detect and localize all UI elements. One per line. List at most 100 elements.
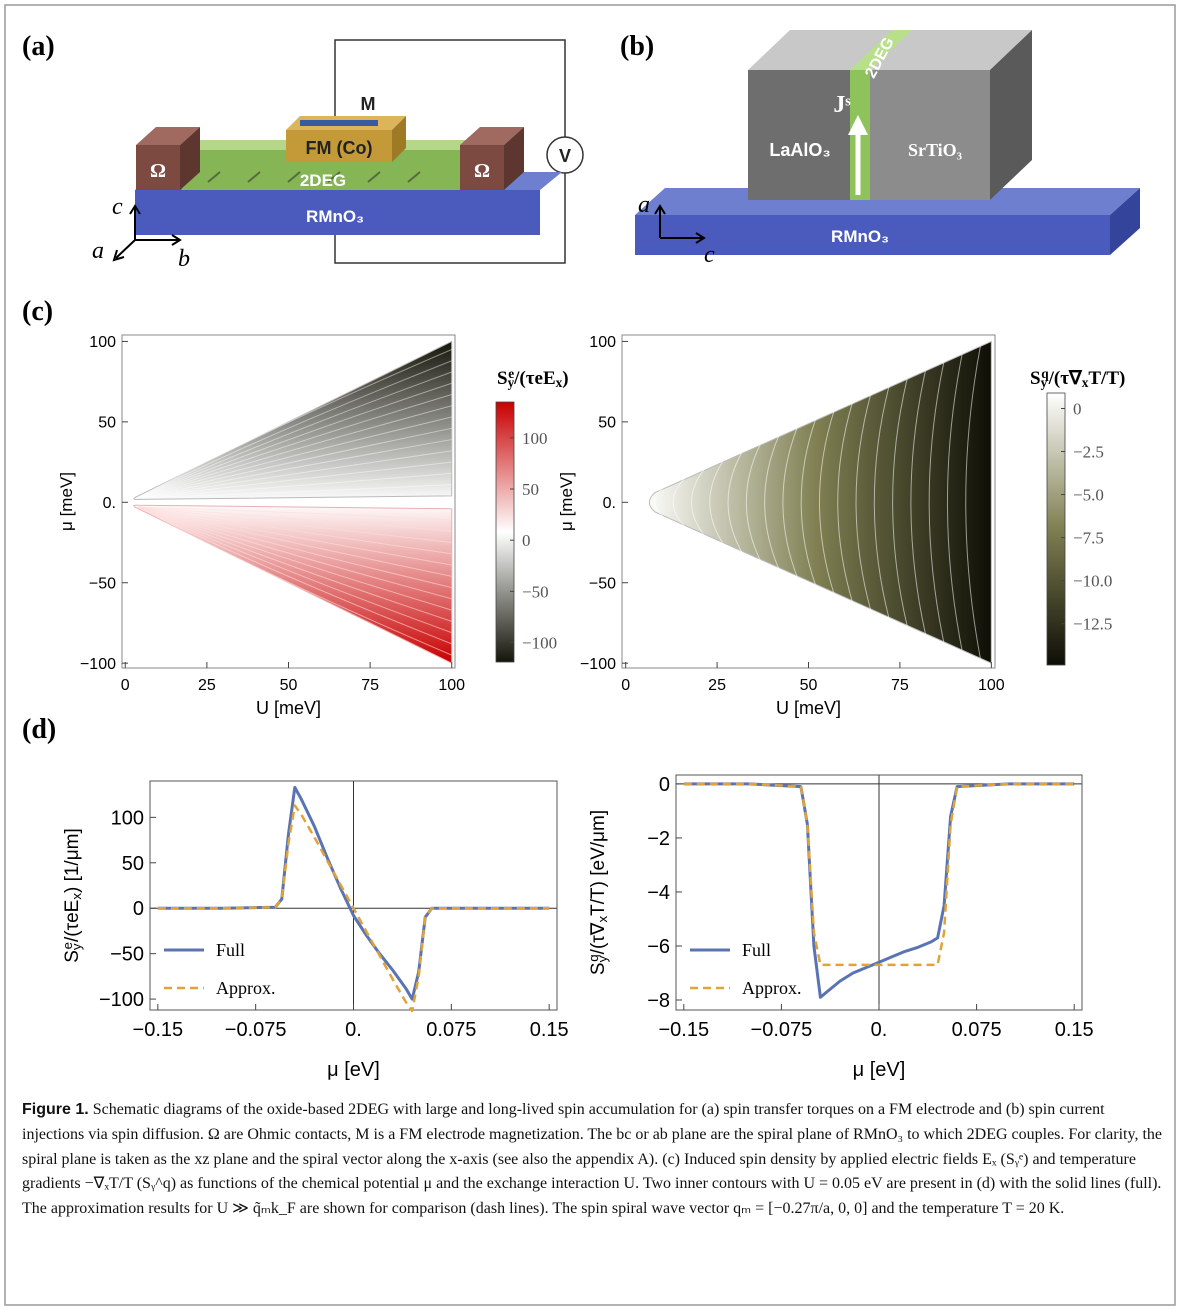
contour-line bbox=[892, 378, 908, 627]
x-tick-label: 75 bbox=[891, 677, 909, 694]
colorbar-tick-label: −100 bbox=[522, 634, 557, 653]
contour-line bbox=[800, 418, 817, 587]
axis-label: b bbox=[178, 246, 190, 272]
caption-label: Figure 1. bbox=[22, 1101, 89, 1118]
contour-line bbox=[654, 482, 670, 523]
contour-line bbox=[138, 506, 452, 589]
label: V bbox=[559, 146, 571, 166]
y-tick-label: −100 bbox=[80, 656, 116, 673]
text-part: x bbox=[69, 893, 84, 900]
contour-line bbox=[727, 450, 744, 555]
colorbar bbox=[1046, 392, 1066, 666]
panel-label: (b) bbox=[620, 31, 654, 62]
axis-label: a bbox=[638, 192, 650, 218]
legend-label: Approx. bbox=[742, 978, 802, 998]
text-part: y bbox=[508, 375, 515, 390]
contour-line bbox=[138, 405, 452, 498]
contour-plot bbox=[133, 340, 453, 664]
panel-label: (a) bbox=[22, 31, 55, 62]
label: FM (Co) bbox=[306, 138, 373, 158]
colorbar-tick-label: −2.5 bbox=[1073, 443, 1104, 462]
x-axis-label: μ [eV] bbox=[853, 1059, 906, 1081]
contour-plot bbox=[648, 340, 992, 664]
text-part: ) bbox=[562, 368, 568, 389]
text-part: S bbox=[1030, 368, 1041, 389]
x-tick-label: 100 bbox=[438, 677, 465, 694]
colorbar-tick-label: 50 bbox=[522, 480, 539, 499]
y-tick-label: 50 bbox=[122, 853, 144, 875]
axis-label: a bbox=[92, 238, 104, 264]
text-part: e bbox=[508, 366, 514, 381]
text-part: T/T) bbox=[1088, 368, 1125, 389]
x-tick-label: 0. bbox=[871, 1019, 888, 1041]
label: Ω bbox=[474, 160, 490, 182]
contour-line bbox=[138, 439, 452, 498]
contour-line bbox=[138, 472, 452, 498]
y-tick-label: −2 bbox=[647, 828, 670, 850]
label: Ω bbox=[150, 160, 166, 182]
x-tick-label: 0.075 bbox=[952, 1019, 1002, 1041]
contour-line bbox=[745, 442, 762, 563]
y-tick-label: 0. bbox=[603, 495, 616, 512]
caption: Figure 1. Schematic diagrams of the oxid… bbox=[22, 1098, 1162, 1222]
contour-line bbox=[138, 506, 452, 656]
label: RMnO₃ bbox=[831, 227, 889, 246]
colorbar bbox=[495, 401, 515, 663]
label: LaAlO₃ bbox=[769, 140, 830, 160]
text-part: /(τ∇ bbox=[588, 922, 609, 954]
text-part: y bbox=[69, 943, 84, 950]
axis-label: c bbox=[704, 242, 715, 268]
contour-line bbox=[138, 427, 452, 498]
x-axis-label: U [meV] bbox=[256, 698, 321, 718]
legend-label: Approx. bbox=[216, 978, 276, 998]
panel-label: (c) bbox=[22, 296, 53, 327]
y-tick-label: −4 bbox=[647, 882, 670, 904]
y-tick-label: 50 bbox=[598, 414, 616, 431]
x-tick-label: −0.075 bbox=[225, 1019, 287, 1041]
colorbar-tick-label: −12.5 bbox=[1073, 615, 1112, 634]
y-axis-label: μ [meV] bbox=[57, 472, 76, 531]
contour-line bbox=[138, 371, 452, 498]
caption-text: Schematic diagrams of the oxide-based 2D… bbox=[22, 1101, 1162, 1218]
contour-line bbox=[709, 458, 725, 547]
text-part: x bbox=[595, 916, 610, 923]
contour-line bbox=[138, 506, 452, 577]
y-axis-label: Sye/(τeEx) [1/μm] bbox=[60, 828, 84, 963]
contour-line bbox=[764, 434, 780, 571]
label: 2DEG bbox=[300, 171, 346, 190]
contour-line bbox=[138, 360, 452, 498]
x-tick-label: 100 bbox=[978, 677, 1005, 694]
figure-border bbox=[4, 4, 1176, 1306]
contour-line bbox=[138, 506, 452, 555]
contour-line bbox=[138, 506, 452, 566]
colorbar-tick-label: −10.0 bbox=[1073, 572, 1112, 591]
x-tick-label: 25 bbox=[708, 677, 726, 694]
text-part: e bbox=[60, 942, 75, 949]
contour-line bbox=[873, 386, 890, 619]
contour-line bbox=[138, 382, 452, 498]
contour-line bbox=[928, 362, 945, 643]
x-tick-label: −0.15 bbox=[659, 1019, 710, 1041]
colorbar-title: Syq/(τ∇xT/T) bbox=[1030, 366, 1125, 390]
text-part: y bbox=[595, 955, 610, 962]
text-part: q bbox=[586, 954, 601, 961]
label: SrTiO₃ bbox=[908, 140, 963, 160]
contour-line bbox=[138, 349, 452, 498]
contour-line bbox=[138, 484, 452, 498]
colorbar-tick-label: −50 bbox=[522, 582, 549, 601]
y-tick-label: −50 bbox=[110, 944, 144, 966]
x-axis-label: U [meV] bbox=[776, 698, 841, 718]
label: RMnO₃ bbox=[306, 207, 364, 226]
text-part: S bbox=[588, 962, 609, 975]
colorbar-tick-label: −5.0 bbox=[1073, 486, 1104, 505]
x-tick-label: 0.15 bbox=[1055, 1019, 1094, 1041]
text-part: ) [1/μm] bbox=[62, 828, 83, 893]
contour-line bbox=[138, 461, 452, 498]
series-line bbox=[157, 804, 550, 1013]
y-tick-label: 0 bbox=[659, 774, 670, 796]
contour-line bbox=[818, 410, 835, 595]
y-tick-label: −8 bbox=[647, 990, 670, 1012]
y-tick-label: −100 bbox=[580, 656, 616, 673]
contour-line bbox=[138, 506, 452, 521]
y-axis-label: μ [meV] bbox=[557, 472, 576, 531]
